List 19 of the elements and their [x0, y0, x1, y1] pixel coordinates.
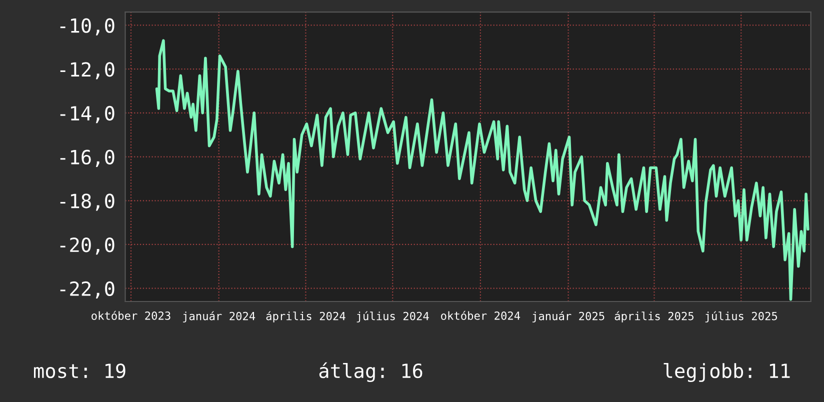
text: most: 19	[34, 363, 126, 378]
x-tick-label: július 2024	[356, 311, 429, 322]
x-tick-label: január 2024	[183, 311, 256, 322]
y-tick-label: -14,0	[60, 106, 114, 124]
x-tick-label: október 2024	[441, 310, 520, 320]
x-tick-label: július 2025	[705, 311, 778, 322]
y-tick-label: -12,0	[60, 62, 114, 80]
y-tick-label: -22,0	[60, 281, 114, 299]
x-tick-label: április 2025	[614, 311, 694, 322]
line-series	[155, 39, 810, 301]
text: legjobb: 11	[664, 363, 790, 382]
text: átlag: 16	[319, 362, 422, 382]
y-tick-label: -10,0	[60, 18, 114, 36]
x-tick-label: január 2025	[532, 311, 604, 322]
x-tick-label: október 2023	[92, 310, 170, 320]
y-tick-label: -16,0	[60, 150, 114, 167]
y-tick-label: -18,0	[60, 194, 114, 211]
x-tick-label: április 2024	[266, 311, 346, 322]
y-tick-label: -20,0	[60, 237, 114, 255]
